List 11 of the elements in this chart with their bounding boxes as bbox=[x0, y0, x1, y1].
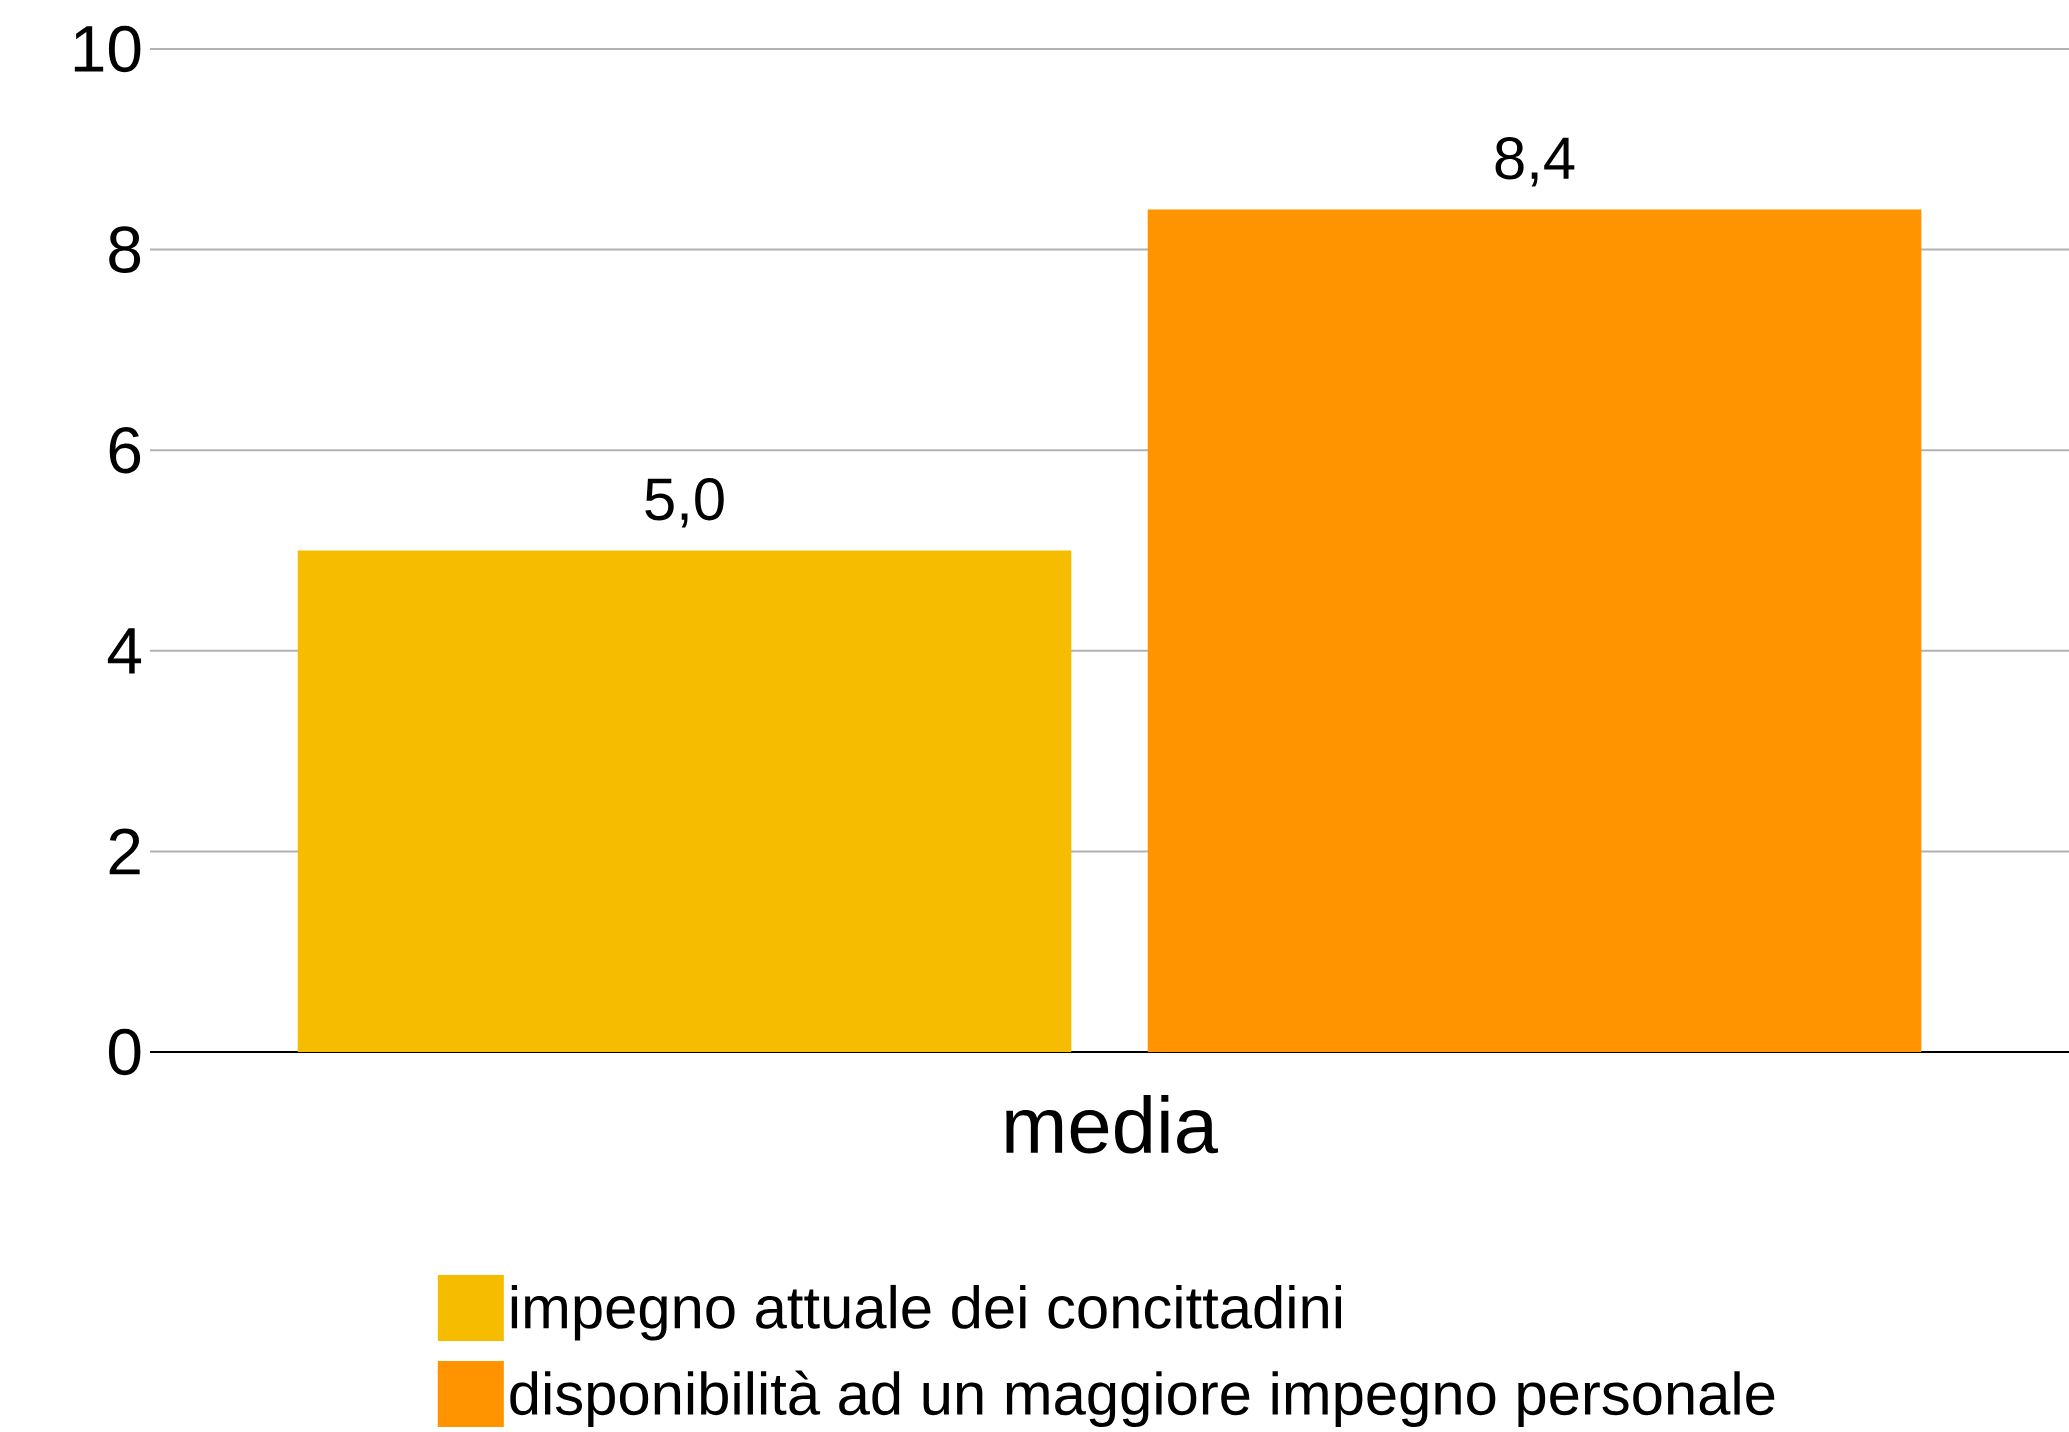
y-tick-label: 2 bbox=[109, 828, 140, 875]
y-tick-label: 8 bbox=[109, 226, 141, 273]
data-label: 8,4 bbox=[1495, 137, 1575, 187]
x-tick-label: media bbox=[1006, 1095, 1218, 1154]
y-tick-label: 10 bbox=[74, 25, 141, 73]
data-label: 5,0 bbox=[645, 478, 724, 528]
legend-label: impegno attuale dei concittadini bbox=[511, 1284, 1341, 1341]
y-tick-label: 0 bbox=[108, 1028, 141, 1076]
legend-label: disponibilità ad un maggiore impegno personale bbox=[510, 1370, 1775, 1427]
y-tick-label: 4 bbox=[107, 628, 142, 674]
y-tick-label: 6 bbox=[109, 426, 141, 474]
